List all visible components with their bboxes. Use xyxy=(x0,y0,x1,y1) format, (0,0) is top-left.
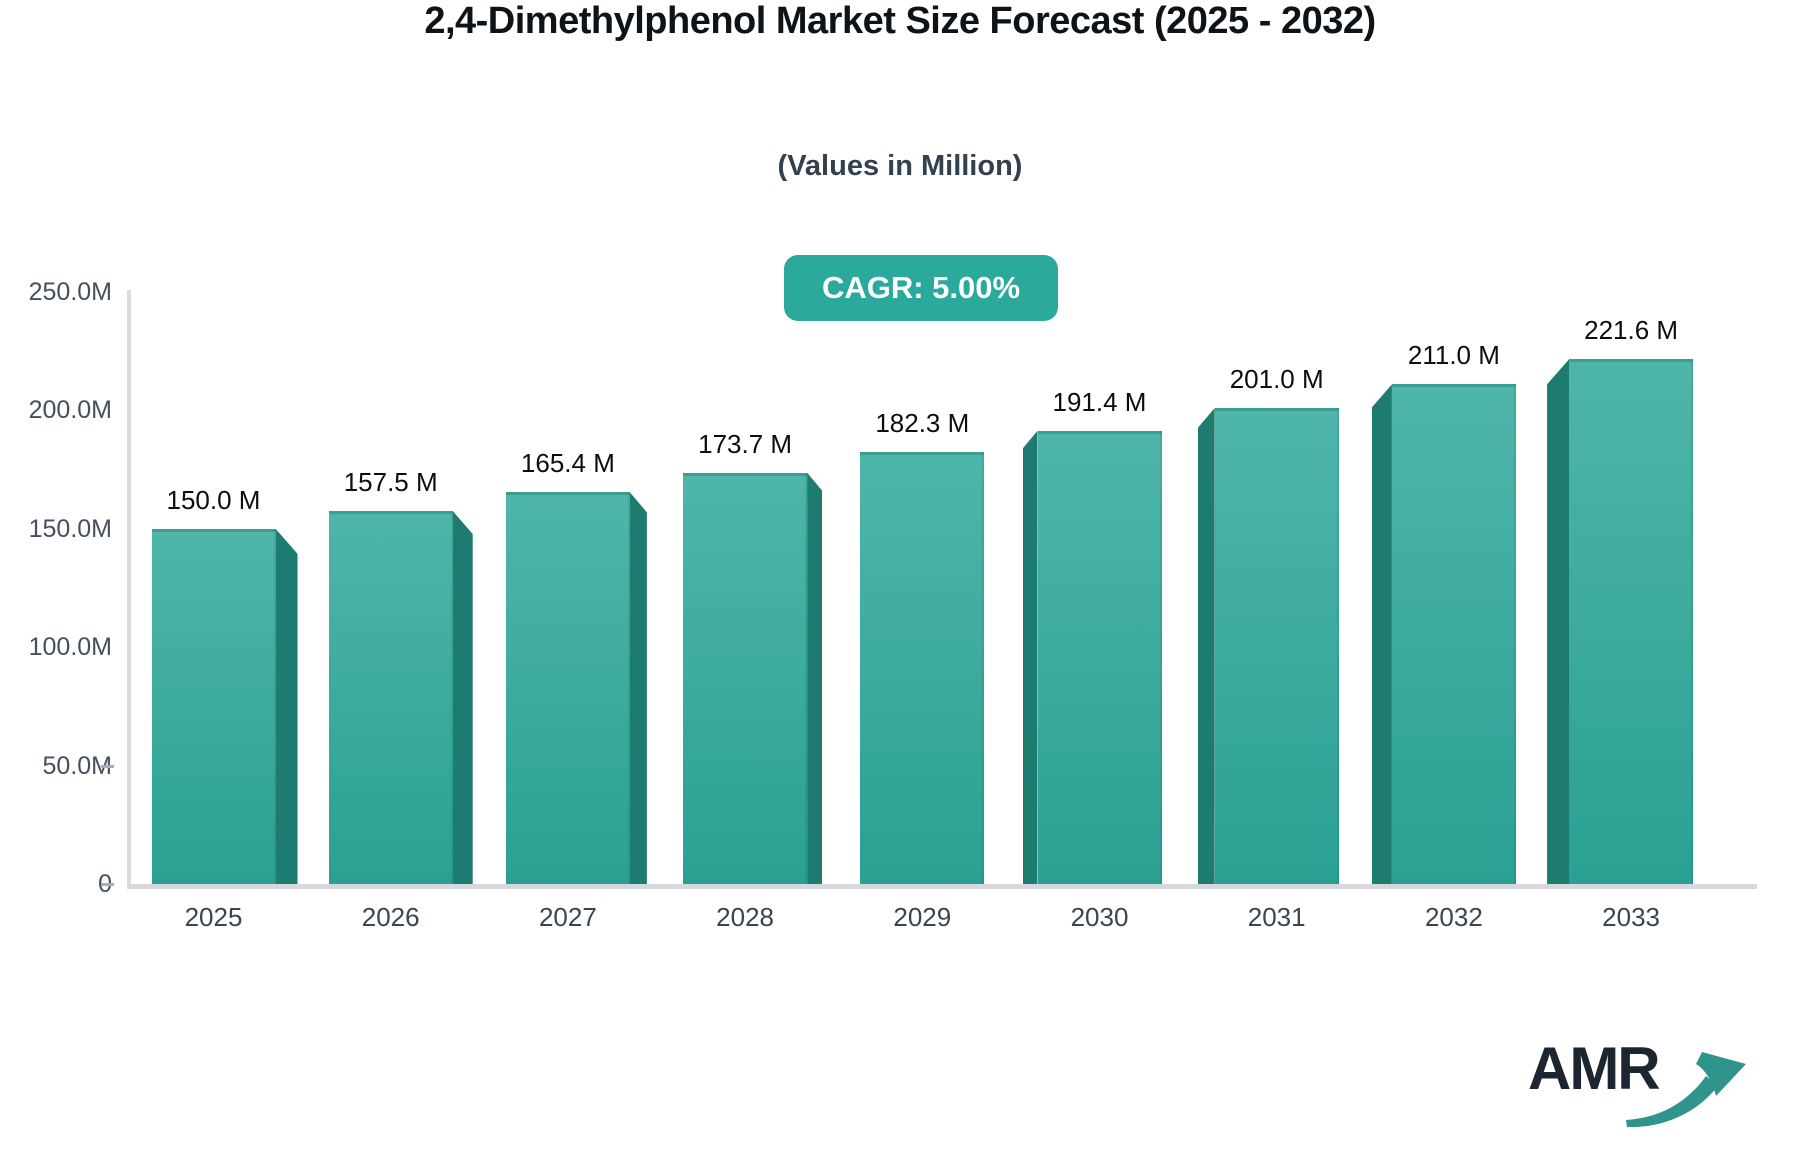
bar-value-label: 150.0 M xyxy=(166,484,261,515)
bar-2028[interactable] xyxy=(683,472,808,884)
bar-side-2032 xyxy=(1371,384,1392,884)
y-axis-label: 200.0M xyxy=(28,396,112,425)
bar-side-2028 xyxy=(807,472,823,884)
y-axis-label: 150.0M xyxy=(28,514,112,543)
bar-value-label: 182.3 M xyxy=(875,408,970,439)
y-axis-label: 50.0M xyxy=(42,751,112,780)
y-axis-line xyxy=(127,290,131,889)
cagr-badge: CAGR: 5.00% xyxy=(784,255,1058,321)
bar-value-label: 221.6 M xyxy=(1584,315,1679,346)
bar-side-2027 xyxy=(629,492,647,884)
bar-2033[interactable] xyxy=(1569,359,1694,884)
bar-value-label: 191.4 M xyxy=(1052,386,1147,417)
growth-arrow-icon xyxy=(1626,1052,1746,1128)
bar-value-label: 165.4 M xyxy=(520,448,615,479)
x-axis-label-2027: 2027 xyxy=(538,902,597,932)
bar-2030[interactable] xyxy=(1037,430,1162,884)
bar-side-2030 xyxy=(1022,430,1038,884)
x-axis-line xyxy=(127,884,1757,889)
bar-2031[interactable] xyxy=(1214,408,1339,884)
y-axis-tick xyxy=(101,883,114,886)
x-axis-label-2028: 2028 xyxy=(716,902,775,932)
bar-side-2033 xyxy=(1547,359,1570,884)
bar-2027[interactable] xyxy=(505,492,630,884)
x-axis-label-2031: 2031 xyxy=(1247,902,1306,932)
x-axis-label-2026: 2026 xyxy=(361,902,420,932)
x-axis-label-2033: 2033 xyxy=(1602,902,1661,932)
bar-2025[interactable] xyxy=(151,528,276,884)
bar-value-label: 201.0 M xyxy=(1229,364,1324,395)
bar-side-2026 xyxy=(452,511,473,884)
x-axis-label-2032: 2032 xyxy=(1424,902,1483,932)
y-axis-label: 250.0M xyxy=(28,278,112,306)
logo-text: AMR xyxy=(1528,1035,1661,1102)
bar-value-label: 157.5 M xyxy=(343,467,438,498)
bar-value-label: 173.7 M xyxy=(698,428,793,459)
bar-2032[interactable] xyxy=(1391,384,1516,884)
bar-2029[interactable] xyxy=(860,452,985,884)
bar-side-2025 xyxy=(275,528,298,884)
bar-value-label: 211.0 M xyxy=(1407,340,1500,371)
chart-title: 2,4-Dimethylphenol Market Size Forecast … xyxy=(424,0,1376,42)
bar-2026[interactable] xyxy=(328,511,453,884)
y-axis-label: 0 xyxy=(0,869,112,899)
logo: AMR xyxy=(1528,1035,1758,1128)
bar-side-2031 xyxy=(1197,408,1215,884)
chart-subtitle: (Values in Million) xyxy=(777,150,1023,182)
y-axis-label: 100.0M xyxy=(28,633,112,662)
x-axis-label-2029: 2029 xyxy=(893,902,952,932)
x-axis-label-2025: 2025 xyxy=(184,902,243,932)
y-axis-tick xyxy=(101,764,114,768)
x-axis-label-2030: 2030 xyxy=(1070,902,1129,932)
